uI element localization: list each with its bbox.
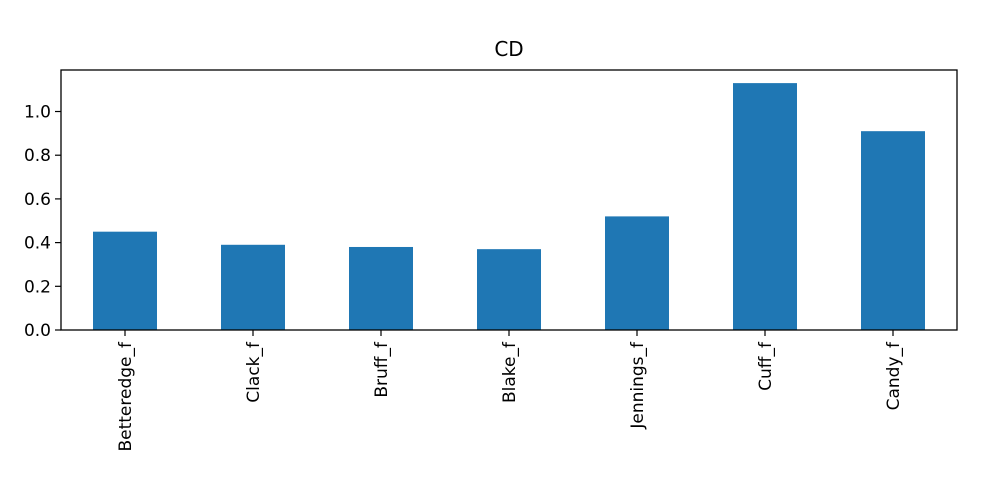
y-tick-label: 0.8 bbox=[24, 146, 51, 166]
chart-title: CD bbox=[494, 37, 523, 61]
bar-Betteredge_f bbox=[93, 231, 157, 330]
y-tick-label: 0.0 bbox=[24, 321, 51, 341]
y-tick-label: 1.0 bbox=[24, 103, 51, 123]
x-axis: Betteredge_f Clack_f Bruff_f Blake_f Jenning… bbox=[116, 330, 904, 452]
bar-Clack_f bbox=[221, 244, 285, 330]
bar-Candy_f bbox=[861, 131, 925, 330]
x-tick-label: Betteredge_f bbox=[116, 341, 136, 452]
x-tick-label: Jennings_f bbox=[628, 341, 648, 430]
bars-group bbox=[93, 83, 925, 330]
x-tick-label: Cuff_f bbox=[756, 341, 776, 391]
bar-Blake_f bbox=[477, 249, 541, 330]
y-tick-label: 0.2 bbox=[24, 277, 51, 297]
y-tick-label: 0.6 bbox=[24, 190, 51, 210]
bar-Bruff_f bbox=[349, 246, 413, 330]
x-tick-label: Blake_f bbox=[500, 341, 520, 403]
plot-frame bbox=[60, 69, 958, 331]
y-axis: 0.0 0.2 0.4 0.6 0.8 1.0 bbox=[24, 103, 61, 341]
x-tick-label: Clack_f bbox=[244, 341, 264, 403]
x-tick-label: Bruff_f bbox=[372, 341, 392, 398]
y-tick-label: 0.4 bbox=[24, 234, 51, 254]
x-tick-label: Candy_f bbox=[884, 341, 904, 410]
bar-Cuff_f bbox=[733, 83, 797, 330]
bar-Jennings_f bbox=[605, 216, 669, 330]
